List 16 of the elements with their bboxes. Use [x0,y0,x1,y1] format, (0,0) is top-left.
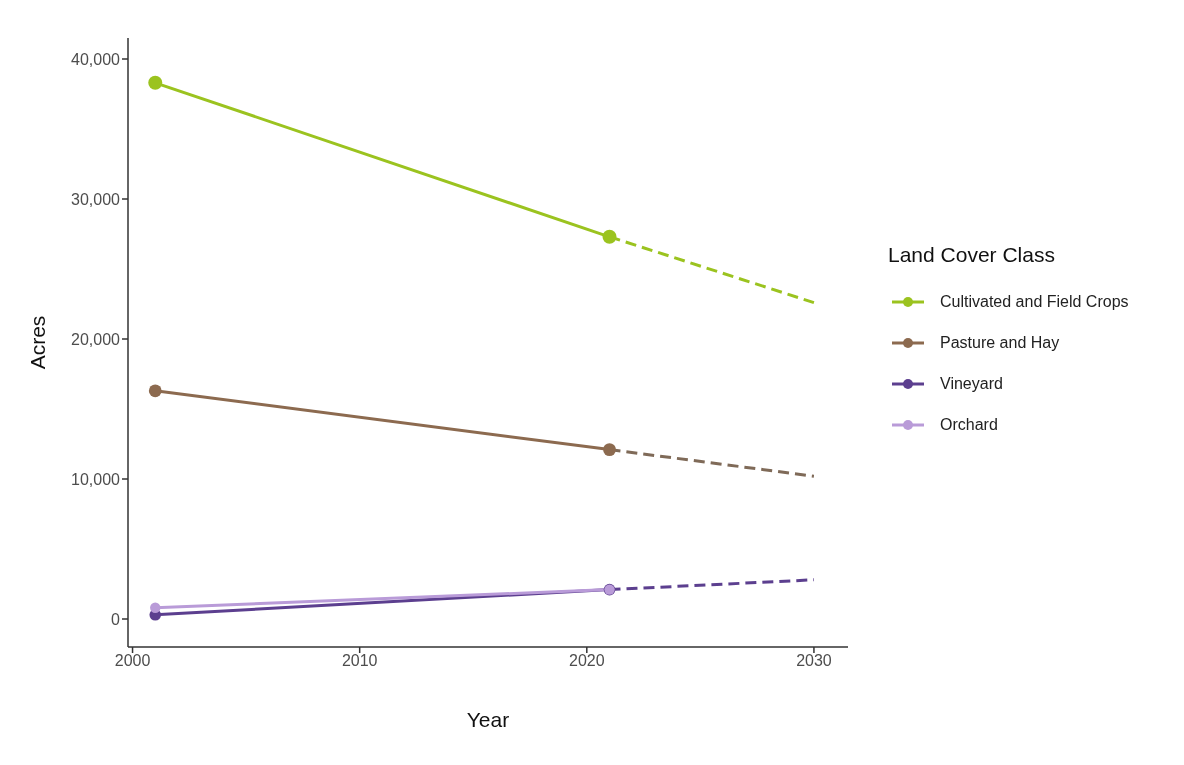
x-tick-label: 2030 [796,652,832,670]
legend-label: Pasture and Hay [940,333,1060,352]
y-tick-label: 10,000 [71,470,121,488]
y-tick-label: 30,000 [71,190,121,208]
legend-title: Land Cover Class [888,243,1056,267]
x-tick-label: 2000 [114,652,151,670]
y-tick-label: 0 [111,610,121,628]
x-tick-label: 2010 [341,652,378,670]
y-tick-label: 20,000 [71,330,121,348]
legend-label: Orchard [940,415,998,434]
legend-label: Cultivated and Field Crops [940,292,1129,311]
x-axis-title: Year [466,708,510,731]
x-tick-label: 2020 [569,652,605,670]
legend-label: Vineyard [940,374,1003,393]
y-axis-title: Acres [26,315,50,370]
y-tick-label: 40,000 [71,50,121,68]
